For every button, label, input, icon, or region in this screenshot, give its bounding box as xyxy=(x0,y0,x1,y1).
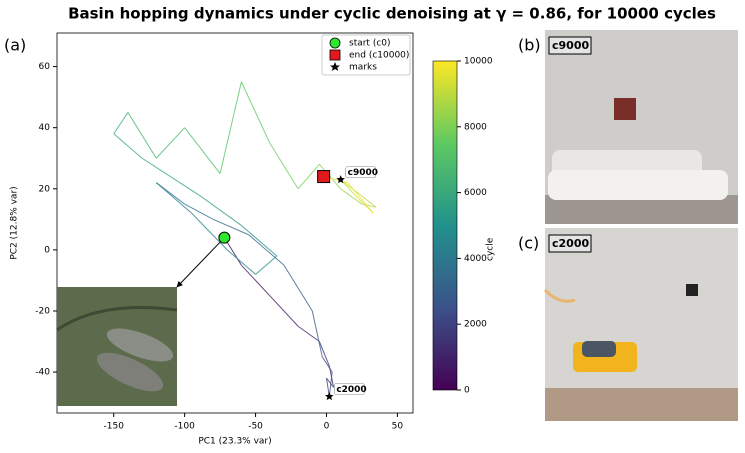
x-tick-label: 0 xyxy=(324,422,330,432)
trajectory-segment xyxy=(321,356,333,373)
trajectory-segment xyxy=(340,179,377,208)
y-tick-label: 20 xyxy=(39,184,51,194)
trajectory-segment xyxy=(241,225,278,257)
y-axis-label: PC2 (12.8% var) xyxy=(10,186,20,259)
colorbar-tick-label: 2000 xyxy=(464,320,487,330)
legend-label: marks xyxy=(349,63,377,73)
image-caption: c2000 xyxy=(552,237,589,250)
trajectory-segment xyxy=(340,188,363,205)
annotation-box xyxy=(334,383,365,395)
x-tick-label: 50 xyxy=(392,422,404,432)
trajectory-segment xyxy=(198,194,242,226)
start-marker xyxy=(218,231,231,244)
colorbar-tick-label: 6000 xyxy=(464,188,487,198)
image-caption: c9000 xyxy=(552,39,589,52)
trajectory-segment xyxy=(241,264,271,297)
trajectory-segment xyxy=(326,377,334,388)
plot-area xyxy=(113,81,377,397)
trajectory-segment xyxy=(283,264,313,312)
trajectory-segment xyxy=(113,133,143,159)
caption-box xyxy=(548,36,592,55)
legend-label: end (c10000) xyxy=(349,51,409,61)
photo-labels: (b) c9000 (c) c2000 xyxy=(518,36,592,253)
inset-arrow xyxy=(176,237,225,288)
panel-label: (a) xyxy=(4,36,26,55)
trajectory-segment xyxy=(297,164,320,190)
annotation-box xyxy=(345,166,376,178)
trajectory-segment xyxy=(141,157,200,196)
colorbar-label: cycle xyxy=(486,237,496,261)
trajectory-segment xyxy=(155,182,193,214)
trajectory-segment xyxy=(184,127,221,174)
trajectory-segment xyxy=(318,341,330,367)
y-tick-label: 0 xyxy=(44,245,50,255)
trajectory-segment xyxy=(127,112,157,159)
inset-photo xyxy=(56,287,178,406)
y-tick-label: -20 xyxy=(35,306,50,316)
x-axis-label: PC1 (23.3% var) xyxy=(198,437,271,447)
trajectory-segment xyxy=(347,182,374,214)
y-tick-label: -40 xyxy=(35,368,50,378)
legend xyxy=(321,34,411,76)
mark-star xyxy=(325,392,334,401)
colorbar-tick-label: 4000 xyxy=(464,254,487,264)
legend-label: start (c0) xyxy=(349,39,391,49)
trajectory-segment xyxy=(328,372,333,397)
trajectory-segment xyxy=(155,127,186,159)
x-tick-label: -100 xyxy=(174,422,195,432)
trajectory-segment xyxy=(191,212,228,251)
annotation: c2000 xyxy=(336,385,366,395)
colorbar-tick-label: 0 xyxy=(464,386,470,396)
chart-title: Basin hopping dynamics under cyclic deno… xyxy=(68,5,716,23)
photo-b xyxy=(545,30,738,224)
trajectory-segment xyxy=(240,81,271,144)
y-tick-label: 40 xyxy=(39,123,51,133)
trajectory-segment xyxy=(219,81,242,174)
end-marker xyxy=(317,170,331,184)
trajectory-segment xyxy=(255,255,278,275)
caption-box xyxy=(548,234,592,253)
trajectory-segment xyxy=(212,218,249,236)
x-tick-label: -50 xyxy=(248,422,263,432)
trajectory-segment xyxy=(113,112,129,135)
trajectory-segment xyxy=(248,234,285,266)
trajectory-segment xyxy=(184,203,214,220)
trajectory-segment xyxy=(269,142,299,190)
colorbar-tick-label: 8000 xyxy=(464,122,487,132)
colorbar-tick-label: 10000 xyxy=(464,57,493,67)
y-tick-label: 60 xyxy=(39,62,51,72)
colorbar xyxy=(432,60,458,391)
trajectory-segment xyxy=(269,295,299,327)
annotation: c9000 xyxy=(348,168,378,178)
x-tick-label: -150 xyxy=(104,422,125,432)
trajectory-segment xyxy=(226,249,256,275)
photo-c xyxy=(543,228,738,421)
mark-star xyxy=(336,175,345,184)
panel-label: (c) xyxy=(518,234,539,253)
trajectory-segment xyxy=(311,310,323,357)
panel-label: (b) xyxy=(518,36,541,55)
trajectory-segment xyxy=(297,325,320,342)
